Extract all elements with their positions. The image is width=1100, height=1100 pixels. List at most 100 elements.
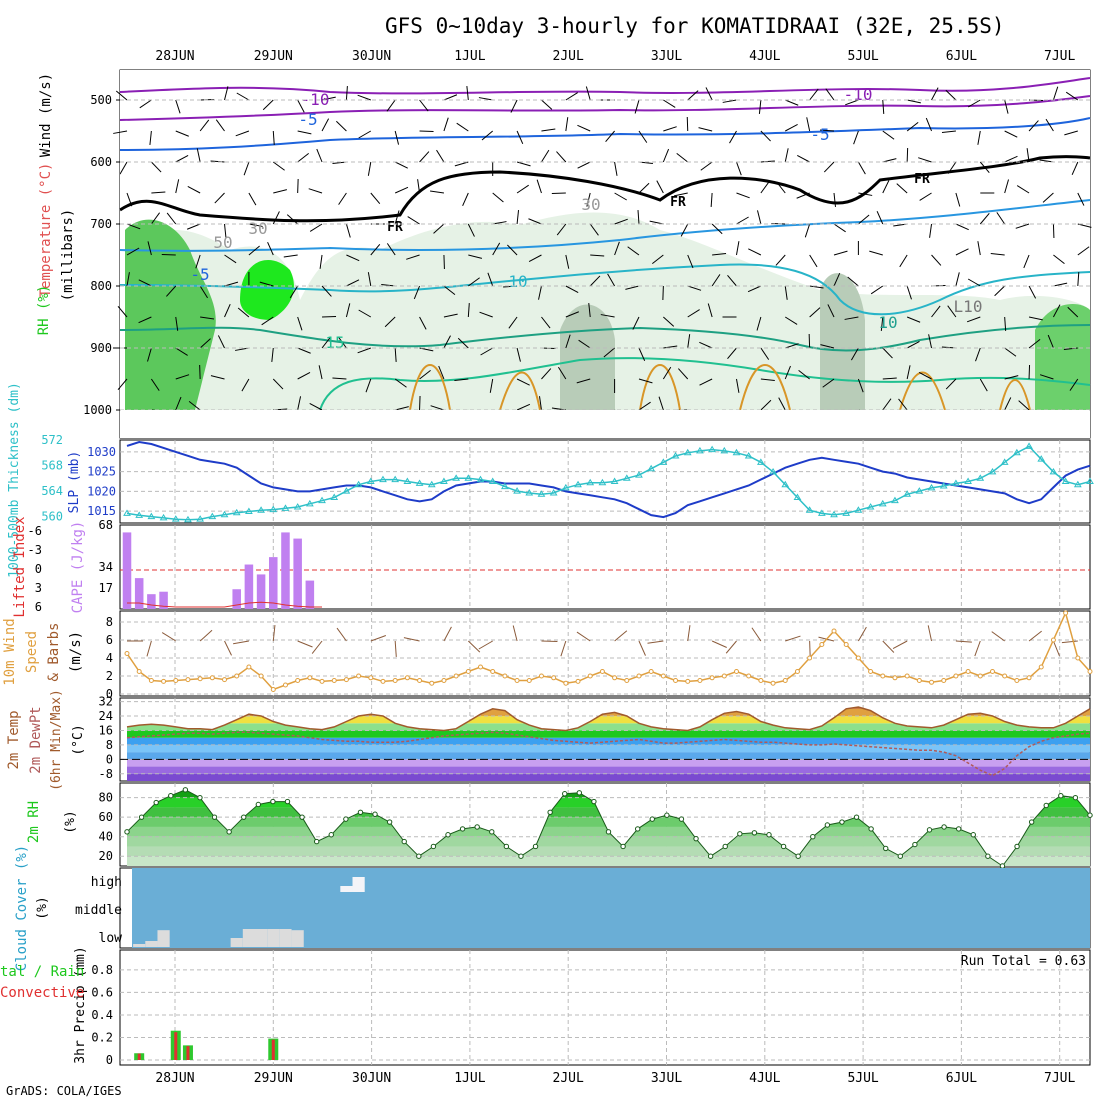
- thickness-tick-label: 560: [41, 510, 63, 524]
- wind-barb: [614, 241, 620, 256]
- wind-barb: [955, 272, 960, 287]
- thickness-point: [622, 474, 631, 481]
- wind-barb: [1004, 179, 1010, 194]
- temp-band: [127, 752, 1090, 760]
- wind-barb: [857, 378, 864, 393]
- wind-barb: [367, 272, 372, 287]
- wind-barb: [346, 279, 360, 287]
- thickness-point: [305, 499, 314, 507]
- isotherm-label: -5: [298, 110, 317, 129]
- wind-barb: [822, 378, 835, 388]
- rh-point: [634, 826, 641, 832]
- precip-conv-bar: [186, 1046, 190, 1060]
- wind-barb: [272, 378, 284, 390]
- thickness-point: [830, 510, 838, 518]
- temp-band: [127, 744, 1090, 753]
- wind-barb: [625, 285, 640, 290]
- top-day-label: 4JUL: [749, 49, 780, 64]
- thickness-point: [135, 511, 144, 518]
- surface-wind-barb: [991, 631, 1005, 642]
- wind-speed-point: [514, 678, 520, 683]
- wind-speed-point: [563, 680, 569, 686]
- thickness-point: [720, 446, 729, 454]
- wind-barb: [115, 90, 128, 101]
- wind-barb: [880, 316, 884, 331]
- surface-wind-barb: [478, 640, 493, 650]
- wind-barb: [710, 192, 713, 208]
- rh-point: [241, 814, 247, 820]
- wind-speed-point: [953, 673, 959, 679]
- wind-barb: [1004, 130, 1018, 138]
- wind-barb: [847, 276, 859, 287]
- wind-barb: [454, 161, 469, 167]
- rh-area-core: [240, 260, 294, 320]
- wind-barb: [367, 161, 372, 176]
- precip-legend-total: tal / Rain: [0, 964, 84, 980]
- wind-barb: [833, 250, 848, 256]
- wind-barb: [297, 347, 311, 354]
- surface-wind-barb: [311, 640, 323, 654]
- wind-barb: [656, 180, 664, 194]
- wind-barb: [443, 94, 458, 101]
- rh-point: [270, 798, 276, 805]
- slp-tick-label: 1030: [87, 445, 116, 459]
- isotherm-label: 30: [248, 219, 267, 238]
- wind-barb: [235, 130, 250, 137]
- wind-barb: [1077, 192, 1085, 206]
- temp-band: [127, 707, 1090, 709]
- wind-barb: [785, 343, 799, 349]
- rh-point: [357, 809, 364, 815]
- wind-barb: [614, 218, 628, 225]
- precip-tick-label: 0: [106, 1053, 113, 1067]
- wind-barb: [357, 347, 371, 354]
- wind-barb: [468, 277, 480, 287]
- wind-barb: [1018, 400, 1030, 411]
- surface-wind-barb: [882, 640, 895, 653]
- wind-barb: [199, 338, 211, 349]
- wind-speed-point: [624, 678, 630, 683]
- cloud-low-bar: [291, 930, 304, 947]
- wind-barb: [224, 254, 237, 264]
- thickness-point: [464, 474, 473, 481]
- rh-area-mid: [560, 304, 615, 410]
- rh-point: [547, 809, 553, 815]
- wind-barb: [994, 285, 1006, 297]
- wind-barb: [210, 375, 225, 380]
- wind-barb: [478, 97, 493, 101]
- wind-barb: [492, 192, 504, 203]
- bottom-day-label: 2JUL: [553, 1071, 584, 1086]
- wind-barb: [370, 192, 381, 205]
- wind-barb: [1004, 99, 1009, 114]
- thickness-point: [257, 506, 265, 513]
- wind-barb: [248, 223, 263, 227]
- temp-tick-label: 16: [99, 723, 113, 737]
- cape-tick-label: 68: [99, 518, 113, 532]
- wind-barb: [687, 254, 694, 269]
- isotherm-line: [119, 199, 1091, 252]
- wind-barb: [199, 119, 210, 132]
- wind-barb: [677, 368, 689, 380]
- thickness-point: [708, 445, 716, 453]
- wind-barb: [882, 377, 897, 380]
- thickness-point: [769, 467, 777, 475]
- wind-barb: [784, 285, 788, 300]
- thickness-point: [232, 508, 241, 516]
- wind-barb: [358, 309, 372, 318]
- wind-speed-point: [868, 669, 874, 674]
- wind-barb: [760, 130, 771, 142]
- wind-barb: [614, 192, 627, 201]
- surface-wind-barb: [161, 632, 177, 642]
- wind-barb: [199, 285, 208, 299]
- wind-barb: [510, 99, 518, 113]
- wind-barb: [918, 371, 932, 380]
- wind-barb: [565, 285, 579, 294]
- wind-barb: [297, 99, 305, 113]
- pressure-tick-label: 800: [90, 279, 112, 293]
- li-tick-label: 0: [35, 562, 42, 576]
- li-tick-label: 6: [35, 600, 42, 614]
- thickness-point: [245, 507, 253, 515]
- thickness-point: [196, 515, 205, 522]
- wind-barb: [809, 285, 824, 289]
- wind-speed-line: [126, 610, 1091, 691]
- rh-point: [386, 819, 393, 825]
